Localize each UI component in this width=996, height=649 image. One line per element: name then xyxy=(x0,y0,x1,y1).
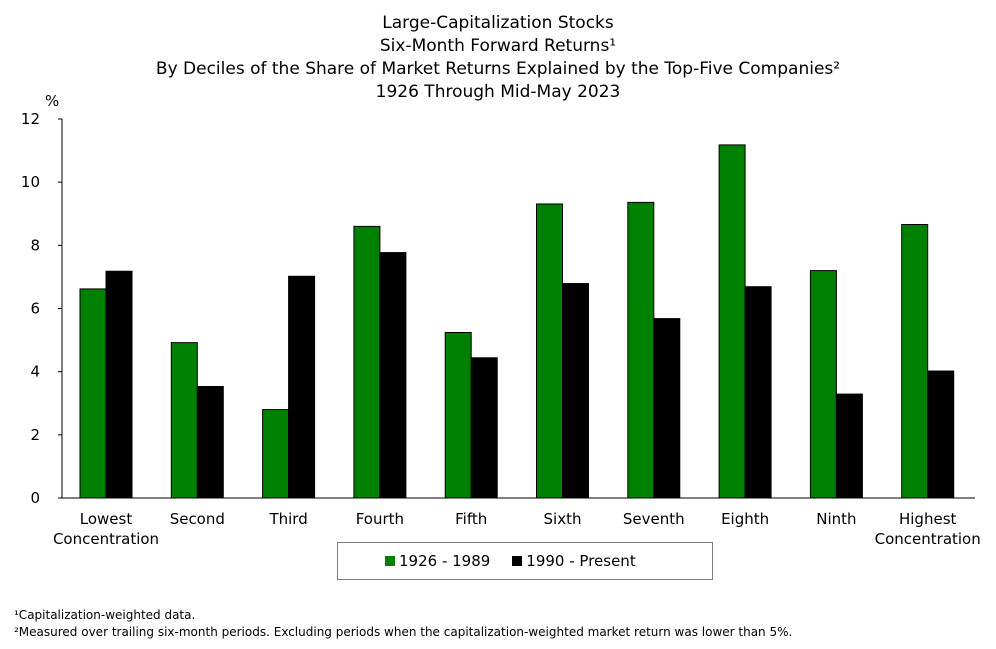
footnote-2: ²Measured over trailing six-month period… xyxy=(14,625,793,639)
x-tick-label: Seventh xyxy=(623,510,685,528)
bar-series-0-category-2 xyxy=(262,409,290,499)
bar-series xyxy=(79,144,955,499)
x-axis-labels: Lowest Concentration Second Third Fourth Fift… xyxy=(53,510,981,548)
x-tick-label: Fifth xyxy=(455,510,487,528)
x-tick-label: Fourth xyxy=(356,510,404,528)
x-tick-label: Second xyxy=(170,510,225,528)
x-tick-label: Concentration xyxy=(53,530,159,548)
bar-series-0-category-1 xyxy=(170,342,198,499)
y-tick-label: 6 xyxy=(30,300,40,318)
bar-series-1-category-4 xyxy=(470,357,498,499)
bar-series-1-category-5 xyxy=(562,283,589,499)
bar-series-1-category-0 xyxy=(105,270,133,499)
y-tick-label: 2 xyxy=(30,426,40,444)
footnote-1: ¹Capitalization-weighted data. xyxy=(14,608,196,622)
legend-label-1926-1989: 1926 - 1989 xyxy=(399,552,491,570)
chart-title-line-2: Six-Month Forward Returns¹ xyxy=(379,36,617,56)
x-tick-label: Sixth xyxy=(544,510,582,528)
chart-title-line-3: By Deciles of the Share of Market Return… xyxy=(155,59,841,79)
bar-chart: % 0 2 4 6 8 10 12 Lowest Concentration Second Thi… xyxy=(21,92,981,548)
bar-series-0-category-3 xyxy=(353,225,381,499)
chart-title-line-1: Large-Capitalization Stocks xyxy=(382,13,614,33)
x-tick-label: Lowest xyxy=(80,510,133,528)
legend-swatch-green xyxy=(385,556,395,566)
bar-series-0-category-9 xyxy=(901,223,929,499)
x-tick-label: Highest xyxy=(899,510,957,528)
bar-series-0-category-4 xyxy=(444,332,472,499)
bar-series-1-category-6 xyxy=(653,318,681,499)
chart-title-line-4: 1926 Through Mid-May 2023 xyxy=(375,82,621,102)
x-tick-label: Ninth xyxy=(816,510,856,528)
bar-series-0-category-5 xyxy=(536,203,563,499)
y-axis-ticks: 0 2 4 6 8 10 12 xyxy=(21,110,62,507)
legend-item-1990-present: 1990 - Present xyxy=(512,552,636,570)
y-tick-label: 4 xyxy=(30,363,40,381)
chart-title: Large-Capitalization Stocks Six-Month Fo… xyxy=(0,12,996,104)
bar-series-1-category-7 xyxy=(744,286,772,499)
legend-item-1926-1989: 1926 - 1989 xyxy=(385,552,490,570)
footnotes: ¹Capitalization-weighted data. ²Measured… xyxy=(14,607,792,641)
chart-legend: 1926 - 1989 1990 - Present xyxy=(337,542,713,580)
bar-series-0-category-8 xyxy=(809,270,837,499)
x-tick-label: Third xyxy=(268,510,307,528)
y-tick-label: 12 xyxy=(21,110,40,128)
bar-series-1-category-2 xyxy=(288,275,316,499)
bar-series-1-category-1 xyxy=(196,386,224,499)
y-tick-label: 0 xyxy=(30,489,40,507)
bar-series-0-category-6 xyxy=(627,201,655,499)
bar-series-0-category-7 xyxy=(718,144,746,499)
bar-series-1-category-3 xyxy=(379,252,407,499)
bar-series-0-category-0 xyxy=(79,288,107,499)
x-tick-label: Eighth xyxy=(721,510,769,528)
x-tick-label: Concentration xyxy=(875,530,981,548)
bar-series-1-category-8 xyxy=(835,393,863,499)
y-axis-unit-label: % xyxy=(45,92,59,110)
legend-swatch-black xyxy=(512,556,523,566)
y-tick-label: 10 xyxy=(21,173,40,191)
bar-series-1-category-9 xyxy=(927,370,955,499)
legend-label-1990-present: 1990 - Present xyxy=(526,552,636,570)
y-tick-label: 8 xyxy=(30,236,40,254)
